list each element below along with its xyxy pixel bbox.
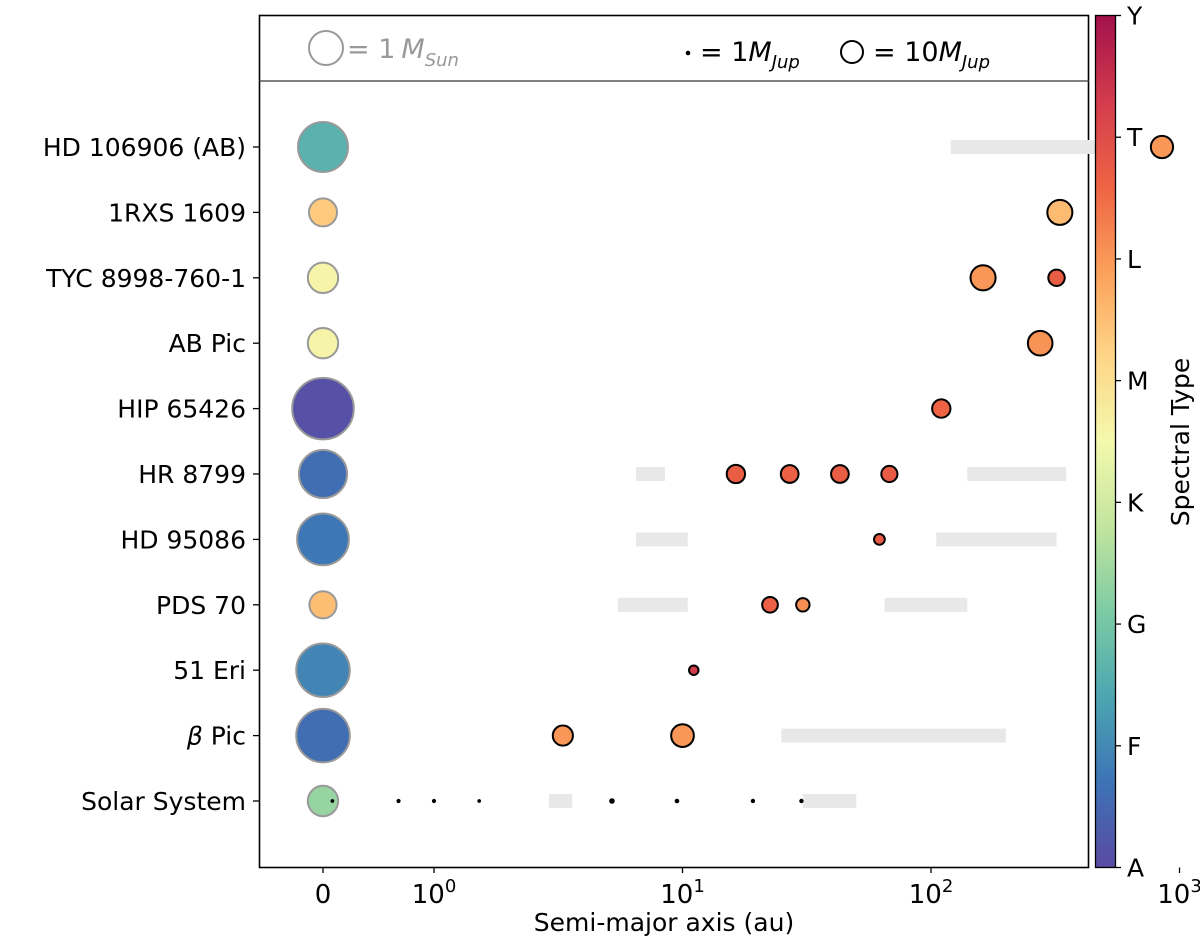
system-label-1rxs-1609: 1RXS 1609 xyxy=(108,198,246,227)
system-label-hd-106906-ab: HD 106906 (AB) xyxy=(43,133,246,162)
planet-solar-system-6 xyxy=(674,798,680,804)
colorbar-tick-label-t: T xyxy=(1126,123,1143,152)
system-label-solar-system: Solar System xyxy=(81,787,246,816)
planet-1rxs-1609-1 xyxy=(1046,198,1074,226)
debris-disks xyxy=(548,140,1115,808)
planet-solar-system-8 xyxy=(799,798,804,804)
plot-frame xyxy=(258,14,1090,869)
planet-hip-65426-1 xyxy=(931,398,952,419)
planet-tyc-8998-760-1-2 xyxy=(1047,268,1066,288)
legend-star-circle xyxy=(308,30,344,66)
planet-pic-1 xyxy=(551,724,574,747)
planet-pic-2 xyxy=(670,723,695,748)
star-solar-system xyxy=(306,784,340,818)
planet-hd-106906-ab-1 xyxy=(1149,134,1175,160)
planet-solar-system-7 xyxy=(750,798,756,804)
colorbar: A F G K M L T Y Spectral Type xyxy=(1094,2,1195,883)
star-ab-pic xyxy=(306,327,340,360)
system-label-hr-8799: HR 8799 xyxy=(138,460,246,489)
disk-hd-106906-ab xyxy=(950,140,1115,154)
x-axis: 0 100 101 102 103 xyxy=(315,867,1200,910)
colorbar-tick-label-y: Y xyxy=(1126,2,1143,31)
disk-pds-70 xyxy=(617,597,688,612)
disk-pic xyxy=(781,728,1006,743)
system-labels: HD 106906 (AB) 1RXS 1609 TYC 8998-760-1 AB … xyxy=(43,133,260,816)
planet-hd-95086-1 xyxy=(873,532,886,546)
disk-solar-system xyxy=(548,794,573,808)
x-tick-label: 102 xyxy=(909,876,954,910)
disk-hr-8799 xyxy=(967,467,1067,481)
disk-pds-70 xyxy=(884,597,968,612)
x-axis-title: Semi-major axis (au) xyxy=(534,908,794,937)
star-hd-106906-ab xyxy=(297,121,349,173)
legend-10mjup-label: = 10MJup xyxy=(873,37,990,73)
planet-hr-8799-1 xyxy=(725,463,747,485)
planet-pds-70-2 xyxy=(795,597,811,613)
planet-hr-8799-3 xyxy=(830,464,850,484)
star-1rxs-1609 xyxy=(307,197,339,228)
disk-hr-8799 xyxy=(636,467,665,481)
system-label-pds-70: PDS 70 xyxy=(156,591,246,620)
planet-pds-70-1 xyxy=(761,595,779,614)
planets xyxy=(330,134,1175,804)
star-pic xyxy=(295,707,351,764)
colorbar-tick-label-g: G xyxy=(1127,610,1146,639)
system-label-hip-65426: HIP 65426 xyxy=(117,395,246,424)
host-stars xyxy=(291,121,355,818)
system-label-ab-pic: AB Pic xyxy=(169,329,246,358)
disk-hd-95086 xyxy=(936,532,1057,547)
planet-solar-system-5 xyxy=(609,798,615,804)
legend-10mjup-circle xyxy=(840,40,864,64)
x-tick-label: 100 xyxy=(412,876,457,910)
colorbar-gradient xyxy=(1094,14,1117,869)
colorbar-tick-label-a: A xyxy=(1127,854,1144,883)
legend-1mjup-dot xyxy=(685,50,691,56)
legend: = 1 MSun = 1MJup = 10MJup xyxy=(308,30,990,73)
star-hip-65426 xyxy=(291,376,355,441)
planet-solar-system-3 xyxy=(431,798,437,804)
colorbar-tick-label-l: L xyxy=(1127,245,1141,274)
disk-hd-95086 xyxy=(636,532,688,547)
x-tick-label: 0 xyxy=(315,880,332,910)
system-label-pic: β Pic xyxy=(186,722,246,751)
legend-star-label: = 1 MSun xyxy=(347,34,459,71)
star-51-eri xyxy=(295,642,351,698)
x-tick-label: 101 xyxy=(660,876,705,910)
colorbar-tick-label-k: K xyxy=(1127,488,1144,517)
planet-tyc-8998-760-1-1 xyxy=(969,264,997,292)
star-pds-70 xyxy=(308,590,338,620)
disk-solar-system xyxy=(802,794,857,808)
x-tick-label: 103 xyxy=(1157,876,1200,910)
planet-solar-system-4 xyxy=(477,799,482,803)
planet-ab-pic-1 xyxy=(1026,329,1054,357)
legend-1mjup-label: = 1MJup xyxy=(700,37,800,73)
planet-solar-system-2 xyxy=(396,798,401,804)
colorbar-tick-label-f: F xyxy=(1127,732,1141,761)
system-label-51-eri: 51 Eri xyxy=(173,656,246,685)
star-hd-95086 xyxy=(296,512,350,567)
colorbar-tick-label-m: M xyxy=(1127,367,1149,396)
star-hr-8799 xyxy=(297,448,349,500)
colorbar-title: Spectral Type xyxy=(1166,358,1195,527)
colorbar-ticks: A F G K M L T Y xyxy=(1115,2,1149,883)
planet-51-eri-1 xyxy=(688,664,700,676)
star-tyc-8998-760-1 xyxy=(306,261,340,294)
planet-hr-8799-4 xyxy=(880,464,899,484)
planet-hr-8799-2 xyxy=(779,464,800,484)
planet-solar-system-1 xyxy=(330,799,335,803)
system-label-tyc-8998-760-1: TYC 8998-760-1 xyxy=(45,264,246,293)
system-label-hd-95086: HD 95086 xyxy=(120,525,246,554)
